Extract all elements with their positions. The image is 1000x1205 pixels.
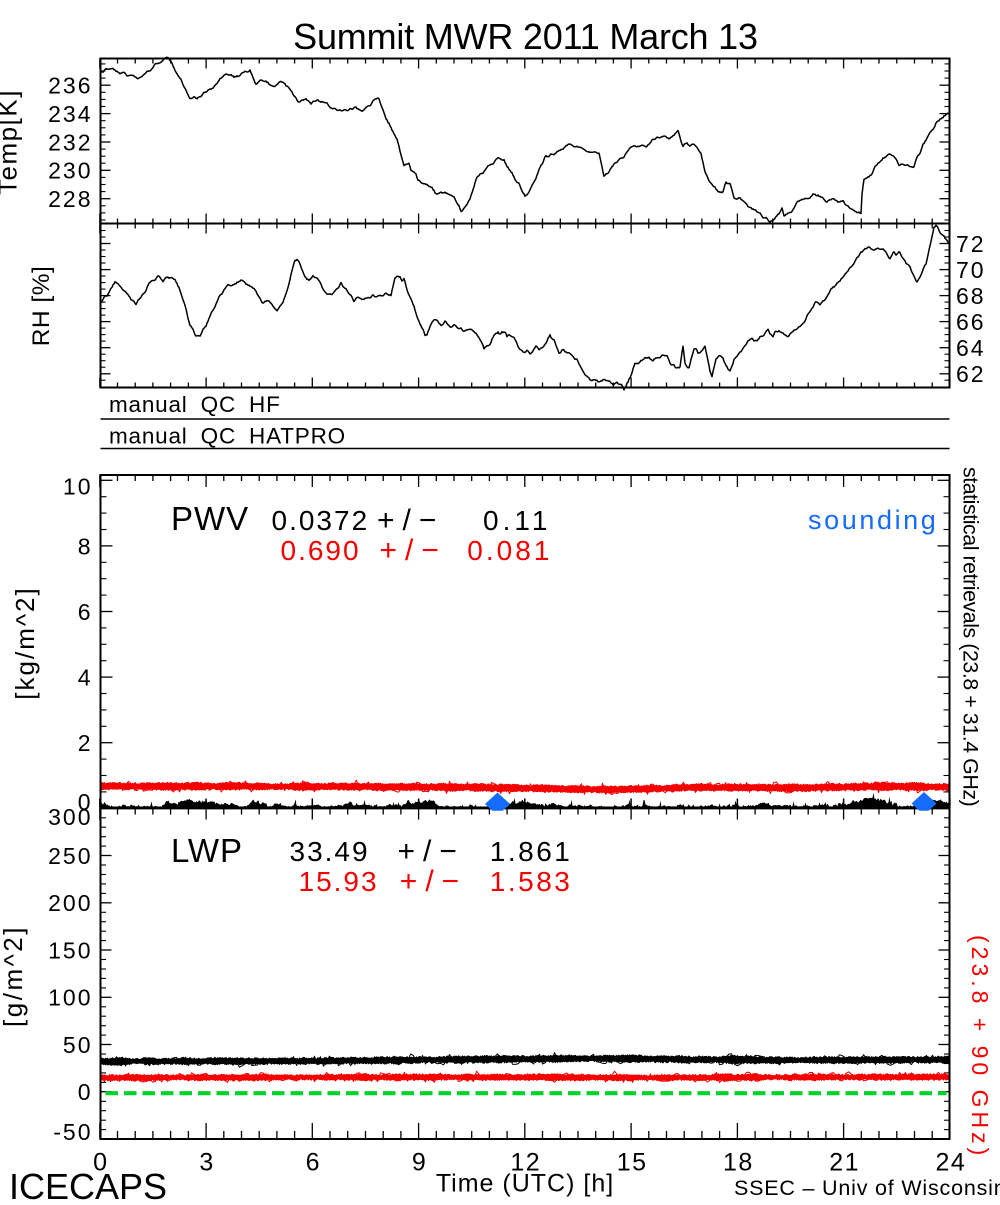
svg-text:+/−: +/− xyxy=(398,835,465,868)
svg-text:2: 2 xyxy=(78,730,93,756)
svg-text:0: 0 xyxy=(78,789,93,815)
svg-text:150: 150 xyxy=(48,937,92,963)
svg-text:-50: -50 xyxy=(53,1119,92,1145)
svg-text:Time (UTC) [h]: Time (UTC) [h] xyxy=(436,1170,614,1198)
svg-text:4: 4 xyxy=(78,665,93,691)
svg-text:0.081: 0.081 xyxy=(467,535,552,566)
svg-text:250: 250 xyxy=(48,843,92,869)
svg-text:0: 0 xyxy=(78,1079,93,1105)
svg-text:200: 200 xyxy=(48,890,92,916)
svg-text:10: 10 xyxy=(63,473,93,499)
svg-text:sounding: sounding xyxy=(808,505,938,535)
svg-text:62: 62 xyxy=(956,361,986,387)
svg-text:68: 68 xyxy=(956,283,986,309)
svg-text:66: 66 xyxy=(956,309,986,335)
svg-text:100: 100 xyxy=(48,985,92,1011)
svg-text:+/−: +/− xyxy=(400,865,467,898)
svg-text:0.11: 0.11 xyxy=(483,505,551,536)
svg-text:70: 70 xyxy=(956,257,986,283)
svg-text:1.583: 1.583 xyxy=(490,866,573,897)
svg-text:64: 64 xyxy=(956,335,986,361)
svg-text:232: 232 xyxy=(48,129,92,155)
svg-text:+/−: +/− xyxy=(380,534,447,567)
svg-text:230: 230 xyxy=(48,158,92,184)
svg-text:Temp[K]: Temp[K] xyxy=(0,89,23,195)
svg-text:228: 228 xyxy=(48,186,92,212)
svg-text:[kg/m^2]: [kg/m^2] xyxy=(10,586,40,699)
svg-text:PWV: PWV xyxy=(171,500,249,537)
svg-text:3: 3 xyxy=(199,1149,214,1177)
svg-text:300: 300 xyxy=(48,804,92,830)
svg-text:24: 24 xyxy=(935,1149,966,1177)
svg-text:manual QC HF: manual QC HF xyxy=(109,392,281,417)
svg-text:12: 12 xyxy=(510,1149,541,1177)
svg-text:234: 234 xyxy=(48,101,92,127)
svg-text:manual QC HATPRO: manual QC HATPRO xyxy=(109,424,346,449)
svg-text:8: 8 xyxy=(78,533,93,559)
svg-text:50: 50 xyxy=(63,1032,93,1058)
svg-text:18: 18 xyxy=(723,1149,754,1177)
svg-text:6: 6 xyxy=(78,599,93,625)
svg-text:0.690: 0.690 xyxy=(281,535,361,566)
svg-text:0: 0 xyxy=(93,1149,108,1177)
svg-text:1.861: 1.861 xyxy=(490,836,573,867)
svg-text:ICECAPS: ICECAPS xyxy=(9,1166,167,1200)
svg-text:0.0372: 0.0372 xyxy=(272,505,370,536)
svg-text:statistical retrievals (23.8 +: statistical retrievals (23.8 + 31.4 GHz) xyxy=(959,467,983,806)
svg-text:Summit MWR 2011 March 13: Summit MWR 2011 March 13 xyxy=(293,16,758,57)
svg-text:(23.8 + 90 GHz): (23.8 + 90 GHz) xyxy=(967,935,993,1159)
svg-text:[g/m^2]: [g/m^2] xyxy=(0,925,28,1027)
svg-text:21: 21 xyxy=(829,1149,860,1177)
svg-text:+/−: +/− xyxy=(377,504,444,537)
svg-text:6: 6 xyxy=(306,1149,321,1177)
svg-text:LWP: LWP xyxy=(171,832,243,869)
svg-text:SSEC – Univ of Wisconsin: SSEC – Univ of Wisconsin xyxy=(734,1176,1000,1200)
svg-text:15: 15 xyxy=(617,1149,648,1177)
svg-text:72: 72 xyxy=(956,231,986,257)
svg-text:15.93: 15.93 xyxy=(299,866,379,897)
svg-text:9: 9 xyxy=(412,1149,427,1177)
svg-text:RH [%]: RH [%] xyxy=(28,266,55,347)
svg-text:33.49: 33.49 xyxy=(290,836,370,867)
svg-text:236: 236 xyxy=(48,73,92,99)
